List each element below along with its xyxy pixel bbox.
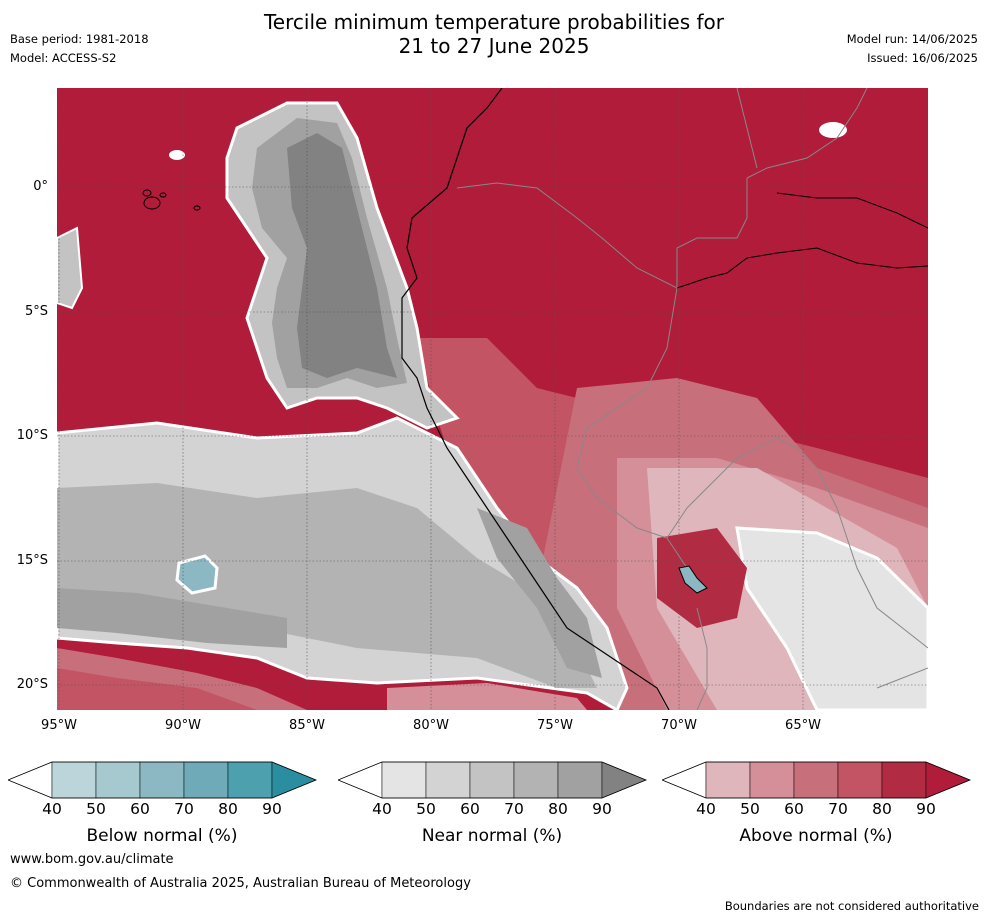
model-name: Model: ACCESS-S2 xyxy=(10,51,117,65)
colorbar-swatch xyxy=(425,761,471,799)
lon-label-65w: 65°W xyxy=(785,718,821,733)
colorbar-swatch xyxy=(749,761,795,799)
lat-label-20s: 20°S xyxy=(16,677,48,692)
below-tick-50: 50 xyxy=(86,800,106,818)
lon-label-90w: 90°W xyxy=(165,718,201,733)
colorbar-above-normal-graphic xyxy=(660,761,972,799)
colorbar-swatch xyxy=(661,761,707,799)
below-tick-40: 40 xyxy=(42,800,62,818)
near-tick-90: 90 xyxy=(592,800,612,818)
title-line-2: 21 to 27 June 2025 xyxy=(398,34,590,58)
above-tick-80: 80 xyxy=(872,800,892,818)
title-line-1: Tercile minimum temperature probabilitie… xyxy=(263,10,725,34)
above-tick-60: 60 xyxy=(784,800,804,818)
probability-map xyxy=(57,88,928,710)
near-normal-altiplano xyxy=(735,526,928,710)
colorbar-swatch xyxy=(51,761,97,799)
website-link[interactable]: www.bom.gov.au/climate xyxy=(10,852,174,867)
colorbar-swatch xyxy=(793,761,839,799)
above-normal-title: Above normal (%) xyxy=(739,826,893,846)
above-tick-70: 70 xyxy=(828,800,848,818)
amazon-river xyxy=(676,192,928,289)
near-tick-80: 80 xyxy=(548,800,568,818)
below-normal-patch xyxy=(175,554,219,595)
above-normal-titicaca-patch xyxy=(657,528,747,628)
lon-label-75w: 75°W xyxy=(537,718,573,733)
near-normal-title: Near normal (%) xyxy=(421,826,563,846)
lat-label-5s: 5°S xyxy=(24,304,48,319)
colorbar-swatch xyxy=(7,761,53,799)
lat-label-10s: 10°S xyxy=(16,428,48,443)
below-tick-80: 80 xyxy=(218,800,238,818)
country-borders xyxy=(456,88,928,710)
boundaries-disclaimer: Boundaries are not considered authoritat… xyxy=(724,899,979,913)
model-run: Model run: 14/06/2025 xyxy=(846,32,978,46)
above-tick-90: 90 xyxy=(916,800,936,818)
near-normal-pacific-dark-band xyxy=(57,588,287,648)
lon-label-80w: 80°W xyxy=(413,718,449,733)
near-tick-60: 60 xyxy=(460,800,480,818)
below-tick-60: 60 xyxy=(130,800,150,818)
colorbar-swatch xyxy=(271,761,317,799)
lon-label-85w: 85°W xyxy=(289,718,325,733)
below-normal-title: Below normal (%) xyxy=(86,826,238,846)
colorbar-swatch xyxy=(183,761,229,799)
above-tick-40: 40 xyxy=(696,800,716,818)
colorbar-near-normal-graphic xyxy=(336,761,648,799)
near-tick-70: 70 xyxy=(504,800,524,818)
below-tick-90: 90 xyxy=(262,800,282,818)
coastline xyxy=(401,88,670,710)
near-normal-west-edge xyxy=(57,226,84,310)
colorbar-near-normal xyxy=(336,761,650,801)
lat-label-15s: 15°S xyxy=(16,553,48,568)
colorbar-swatch xyxy=(557,761,603,799)
colorbar-above-normal xyxy=(660,761,974,801)
graticule xyxy=(57,88,928,710)
below-threshold-spot-galapagos xyxy=(169,150,185,160)
colorbar-swatch xyxy=(381,761,427,799)
above-tick-50: 50 xyxy=(740,800,760,818)
near-tick-50: 50 xyxy=(416,800,436,818)
near-tick-40: 40 xyxy=(372,800,392,818)
colorbar-swatch xyxy=(227,761,273,799)
near-normal-pacific-south-mid xyxy=(57,483,597,688)
colorbar-swatch xyxy=(705,761,751,799)
colorbar-below-normal xyxy=(6,761,320,801)
colorbar-swatch xyxy=(513,761,559,799)
colorbar-swatch xyxy=(139,761,185,799)
map-title: Tercile minimum temperature probabilitie… xyxy=(0,10,988,58)
colorbar-swatch xyxy=(601,761,647,799)
below-tick-70: 70 xyxy=(174,800,194,818)
base-period: Base period: 1981-2018 xyxy=(10,32,149,46)
lon-label-95w: 95°W xyxy=(41,718,77,733)
colorbar-swatch xyxy=(95,761,141,799)
lake-titicaca xyxy=(678,565,708,594)
lon-label-70w: 70°W xyxy=(661,718,697,733)
near-normal-tongue-core xyxy=(287,133,397,378)
colorbar-swatch xyxy=(337,761,383,799)
lat-label-0: 0° xyxy=(33,179,48,194)
above-normal-south-patch xyxy=(387,683,587,710)
colorbar-below-normal-graphic xyxy=(6,761,318,799)
colorbar-swatch xyxy=(881,761,927,799)
near-normal-coastal-dark xyxy=(477,508,602,678)
issued-date: Issued: 16/06/2025 xyxy=(867,51,978,65)
galapagos-islands xyxy=(142,189,201,211)
colorbar-swatch xyxy=(837,761,883,799)
map-canvas xyxy=(57,88,928,710)
above-normal-south-west-inner xyxy=(57,668,257,710)
colorbar-swatch xyxy=(925,761,971,799)
copyright-notice: © Commonwealth of Australia 2025, Austra… xyxy=(10,876,471,891)
colorbar-swatch xyxy=(469,761,515,799)
